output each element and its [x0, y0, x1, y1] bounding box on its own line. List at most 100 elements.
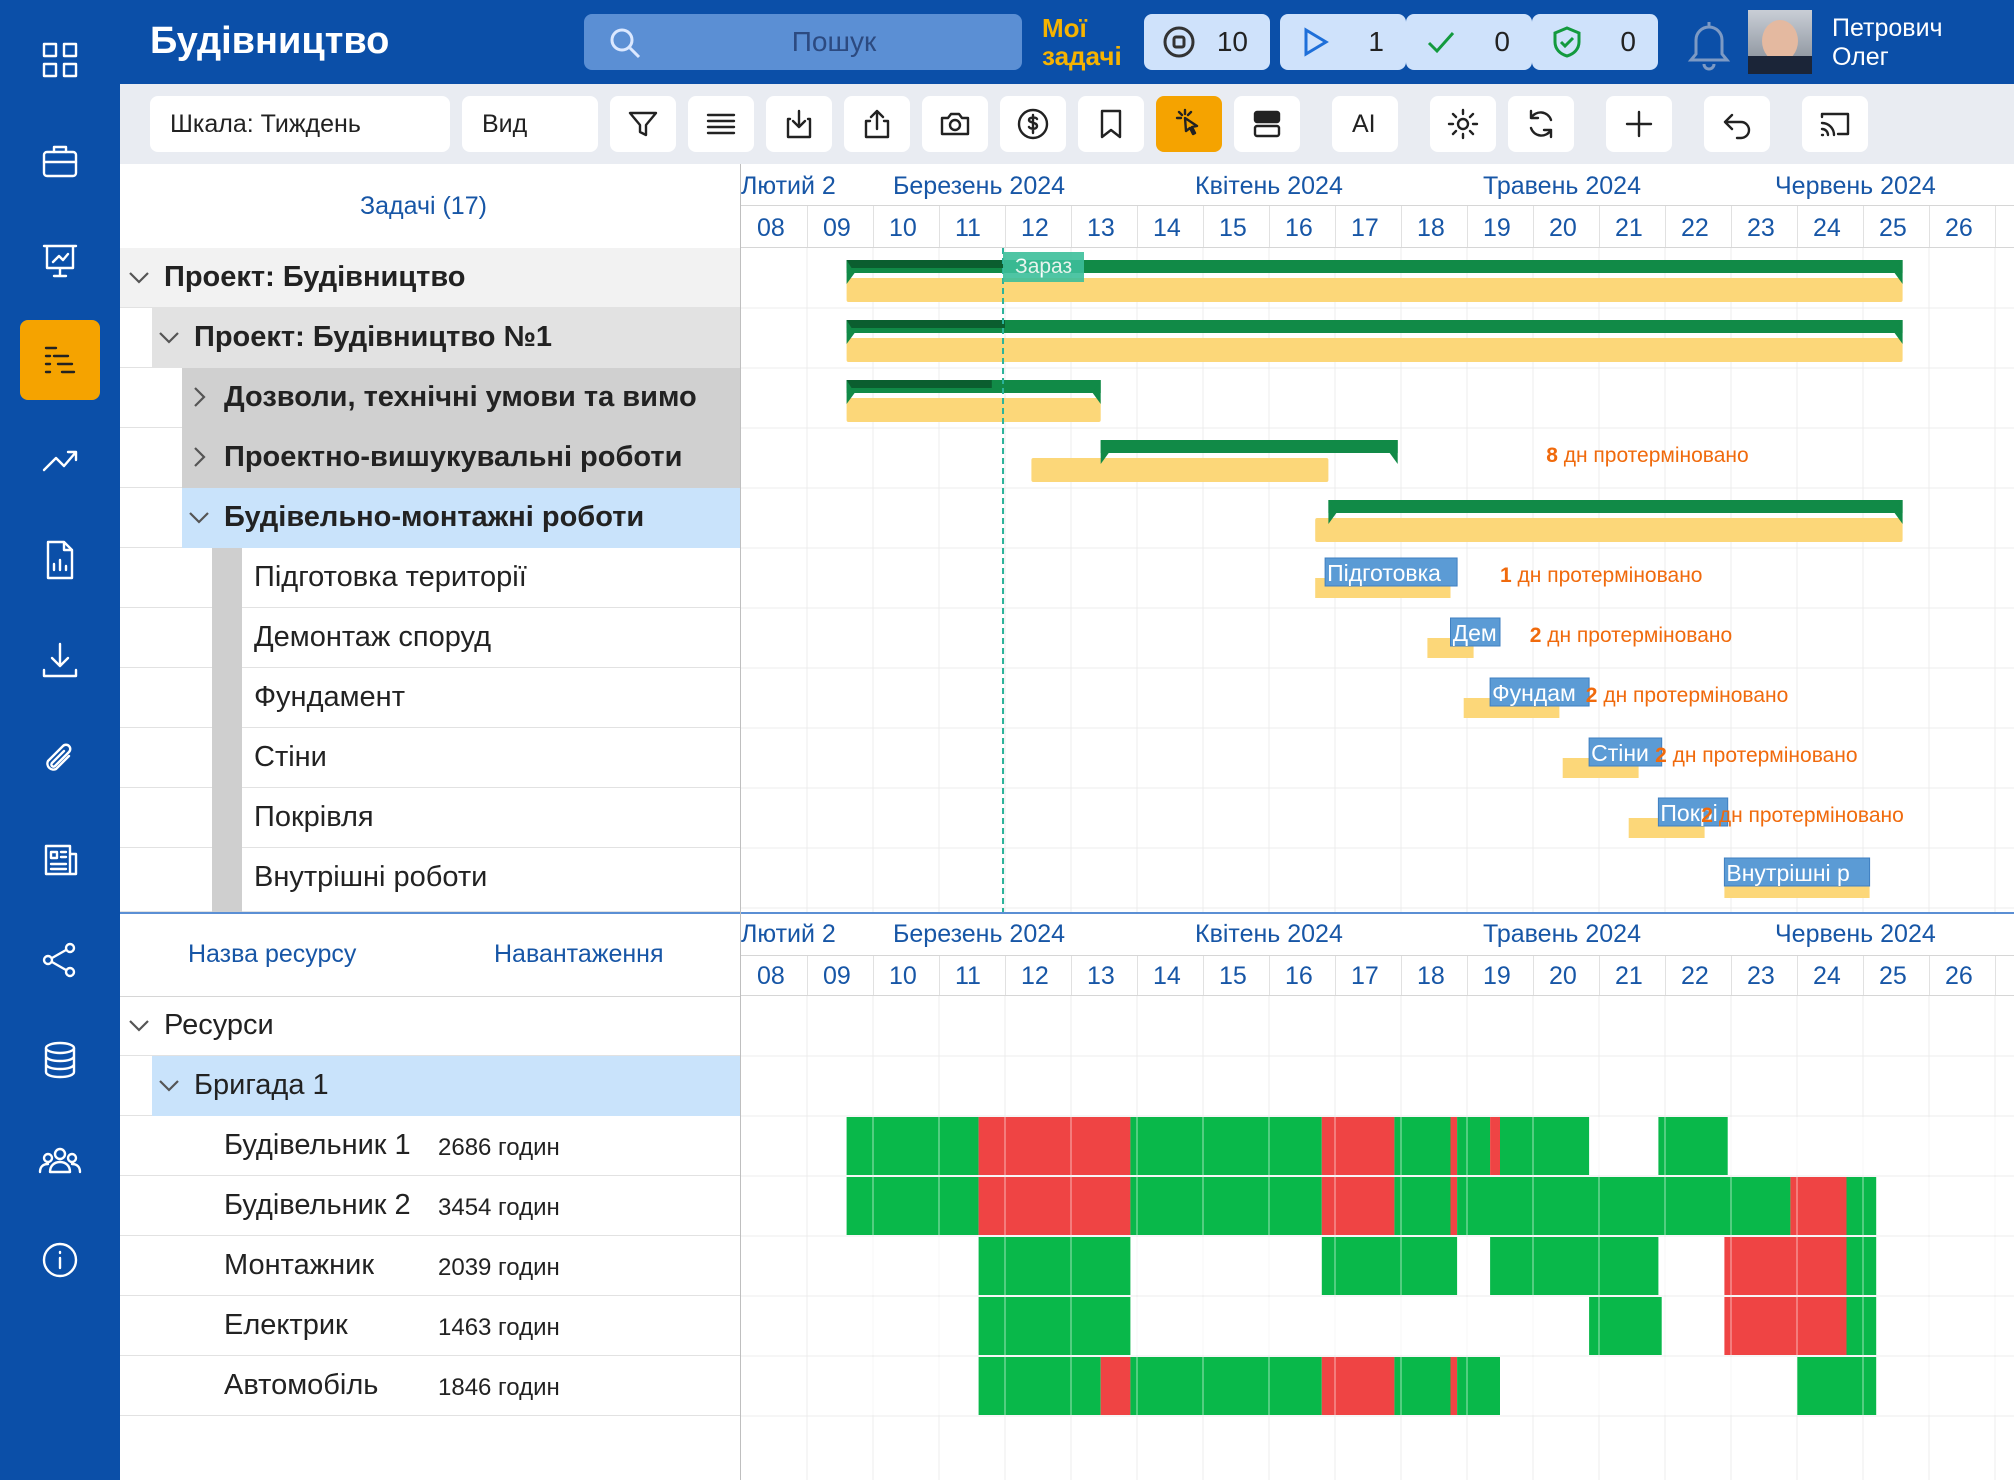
avatar[interactable]	[1748, 10, 1812, 74]
resource-row[interactable]: Монтажник 2039 годин	[120, 1236, 740, 1296]
week-divider	[1203, 206, 1204, 247]
resource-row[interactable]: Бригада 1	[120, 1056, 740, 1116]
task-row[interactable]: Внутрішні роботи	[120, 848, 740, 912]
refresh-button[interactable]	[1508, 96, 1574, 152]
search-box[interactable]	[584, 14, 1022, 70]
task-label: Дозволи, технічні умови та вимо	[224, 381, 697, 413]
overload-cell	[1724, 1297, 1847, 1355]
chevron-down-icon[interactable]	[156, 1072, 182, 1098]
summary-bracket-left	[1100, 440, 1109, 464]
week-label: 11	[955, 214, 981, 242]
task-row[interactable]: Проект: Будівництво №1	[120, 308, 740, 368]
import-button[interactable]	[766, 96, 832, 152]
undo-button[interactable]	[1704, 96, 1770, 152]
tl-week-row: 08 09 10 11 12 13 14 15 16 17 18 19 20 21 22 23 24 25 26	[741, 206, 2014, 248]
chevron-down-icon[interactable]	[126, 1012, 152, 1038]
task-row[interactable]: Проектно-вишукувальні роботи	[120, 428, 740, 488]
gantt-icon[interactable]	[20, 320, 100, 400]
filter-button[interactable]	[610, 96, 676, 152]
task-row[interactable]: Покрівля	[120, 788, 740, 848]
plan-bar	[846, 338, 1903, 362]
task-row[interactable]: Фундамент	[120, 668, 740, 728]
cost-button[interactable]	[1000, 96, 1066, 152]
resource-label: Будівельник 1	[224, 1129, 411, 1161]
cast-button[interactable]	[1802, 96, 1868, 152]
select-mode-button[interactable]	[1156, 96, 1222, 152]
user-name[interactable]: Петрович Олег	[1832, 14, 1943, 72]
resource-row[interactable]: Будівельник 1 2686 годин	[120, 1116, 740, 1176]
task-row[interactable]: Стіни	[120, 728, 740, 788]
week-label: 19	[1483, 962, 1511, 990]
chevron-down-icon[interactable]	[126, 264, 152, 290]
view-select[interactable]: Вид	[462, 96, 598, 152]
summary-bracket-right	[1894, 500, 1903, 524]
chevron-right-icon[interactable]	[186, 384, 212, 410]
progress-bar	[846, 380, 992, 388]
users-icon[interactable]	[20, 1120, 100, 1200]
load-cell	[1457, 1117, 1491, 1175]
export-button[interactable]	[844, 96, 910, 152]
resource-row[interactable]: Електрик 1463 годин	[120, 1296, 740, 1356]
search-input[interactable]	[664, 14, 1004, 70]
briefcase-icon[interactable]	[20, 120, 100, 200]
load-cell	[1321, 1237, 1458, 1295]
load-cell	[1500, 1117, 1590, 1175]
month-label: Квітень 2024	[1195, 920, 1343, 948]
report-document-icon[interactable]	[20, 520, 100, 600]
load-cell	[1457, 1177, 1791, 1235]
share-icon[interactable]	[20, 920, 100, 1000]
week-label: 24	[1813, 214, 1841, 242]
layout-button[interactable]	[1234, 96, 1300, 152]
apps-grid-icon[interactable]	[20, 20, 100, 100]
my-tasks-link[interactable]: Мої задачі	[1042, 14, 1122, 70]
task-row[interactable]: Проект: Будівництво	[120, 248, 740, 308]
chevron-right-icon[interactable]	[186, 444, 212, 470]
play-icon	[1304, 27, 1329, 57]
resource-load-column-header[interactable]: Навантаження	[494, 940, 664, 968]
week-divider	[1929, 206, 1930, 247]
task-row[interactable]: Дозволи, технічні умови та вимо	[120, 368, 740, 428]
task-row[interactable]: Підготовка території	[120, 548, 740, 608]
task-row[interactable]: Демонтаж споруд	[120, 608, 740, 668]
week-divider	[1137, 206, 1138, 247]
overdue-label: 2 дн протерміновано	[1701, 804, 1903, 828]
snapshot-button[interactable]	[922, 96, 988, 152]
trend-chart-icon[interactable]	[20, 420, 100, 500]
info-icon[interactable]	[20, 1220, 100, 1300]
ai-button[interactable]: AI	[1332, 96, 1398, 152]
task-row[interactable]: Будівельно-монтажні роботи	[120, 488, 740, 548]
resource-row[interactable]: Автомобіль 1846 годин	[120, 1356, 740, 1416]
stat-stopped-button[interactable]: 10	[1144, 14, 1270, 70]
bell-icon[interactable]	[1682, 14, 1736, 72]
resource-row[interactable]: Ресурси	[120, 996, 740, 1056]
app-header: Будівництво Мої задачі 10 1 0 0 Петрович…	[120, 0, 2014, 84]
news-icon[interactable]	[20, 820, 100, 900]
week-divider	[1071, 956, 1072, 995]
add-button[interactable]	[1606, 96, 1672, 152]
columns-button[interactable]	[688, 96, 754, 152]
chevron-down-icon[interactable]	[156, 324, 182, 350]
scale-select[interactable]: Шкала: Тиждень	[150, 96, 450, 152]
tl-month-row: Лютий 2 Березень 2024 Квітень 2024 Траве…	[741, 914, 2014, 956]
paperclip-icon[interactable]	[20, 720, 100, 800]
tasks-column-header[interactable]: Задачі (17)	[360, 192, 487, 220]
stat-done-button[interactable]: 0	[1406, 14, 1532, 70]
bookmark-button[interactable]	[1078, 96, 1144, 152]
task-label: Будівельно-монтажні роботи	[224, 501, 645, 533]
database-icon[interactable]	[20, 1020, 100, 1100]
resource-name-column-header[interactable]: Назва ресурсу	[188, 940, 357, 968]
task-label: Демонтаж споруд	[254, 621, 491, 653]
grid-splitter[interactable]	[740, 164, 741, 1480]
download-icon[interactable]	[20, 620, 100, 700]
resource-row[interactable]: Будівельник 2 3454 годин	[120, 1176, 740, 1236]
presentation-board-icon[interactable]	[20, 220, 100, 300]
week-divider	[1071, 206, 1072, 247]
stat-running-button[interactable]: 1	[1280, 14, 1406, 70]
settings-button[interactable]	[1430, 96, 1496, 152]
load-cell	[1394, 1177, 1451, 1235]
week-divider	[1005, 956, 1006, 995]
chevron-down-icon[interactable]	[186, 504, 212, 530]
stat-approved-button[interactable]: 0	[1532, 14, 1658, 70]
overdue-days: 8	[1546, 444, 1558, 467]
week-divider	[1731, 206, 1732, 247]
